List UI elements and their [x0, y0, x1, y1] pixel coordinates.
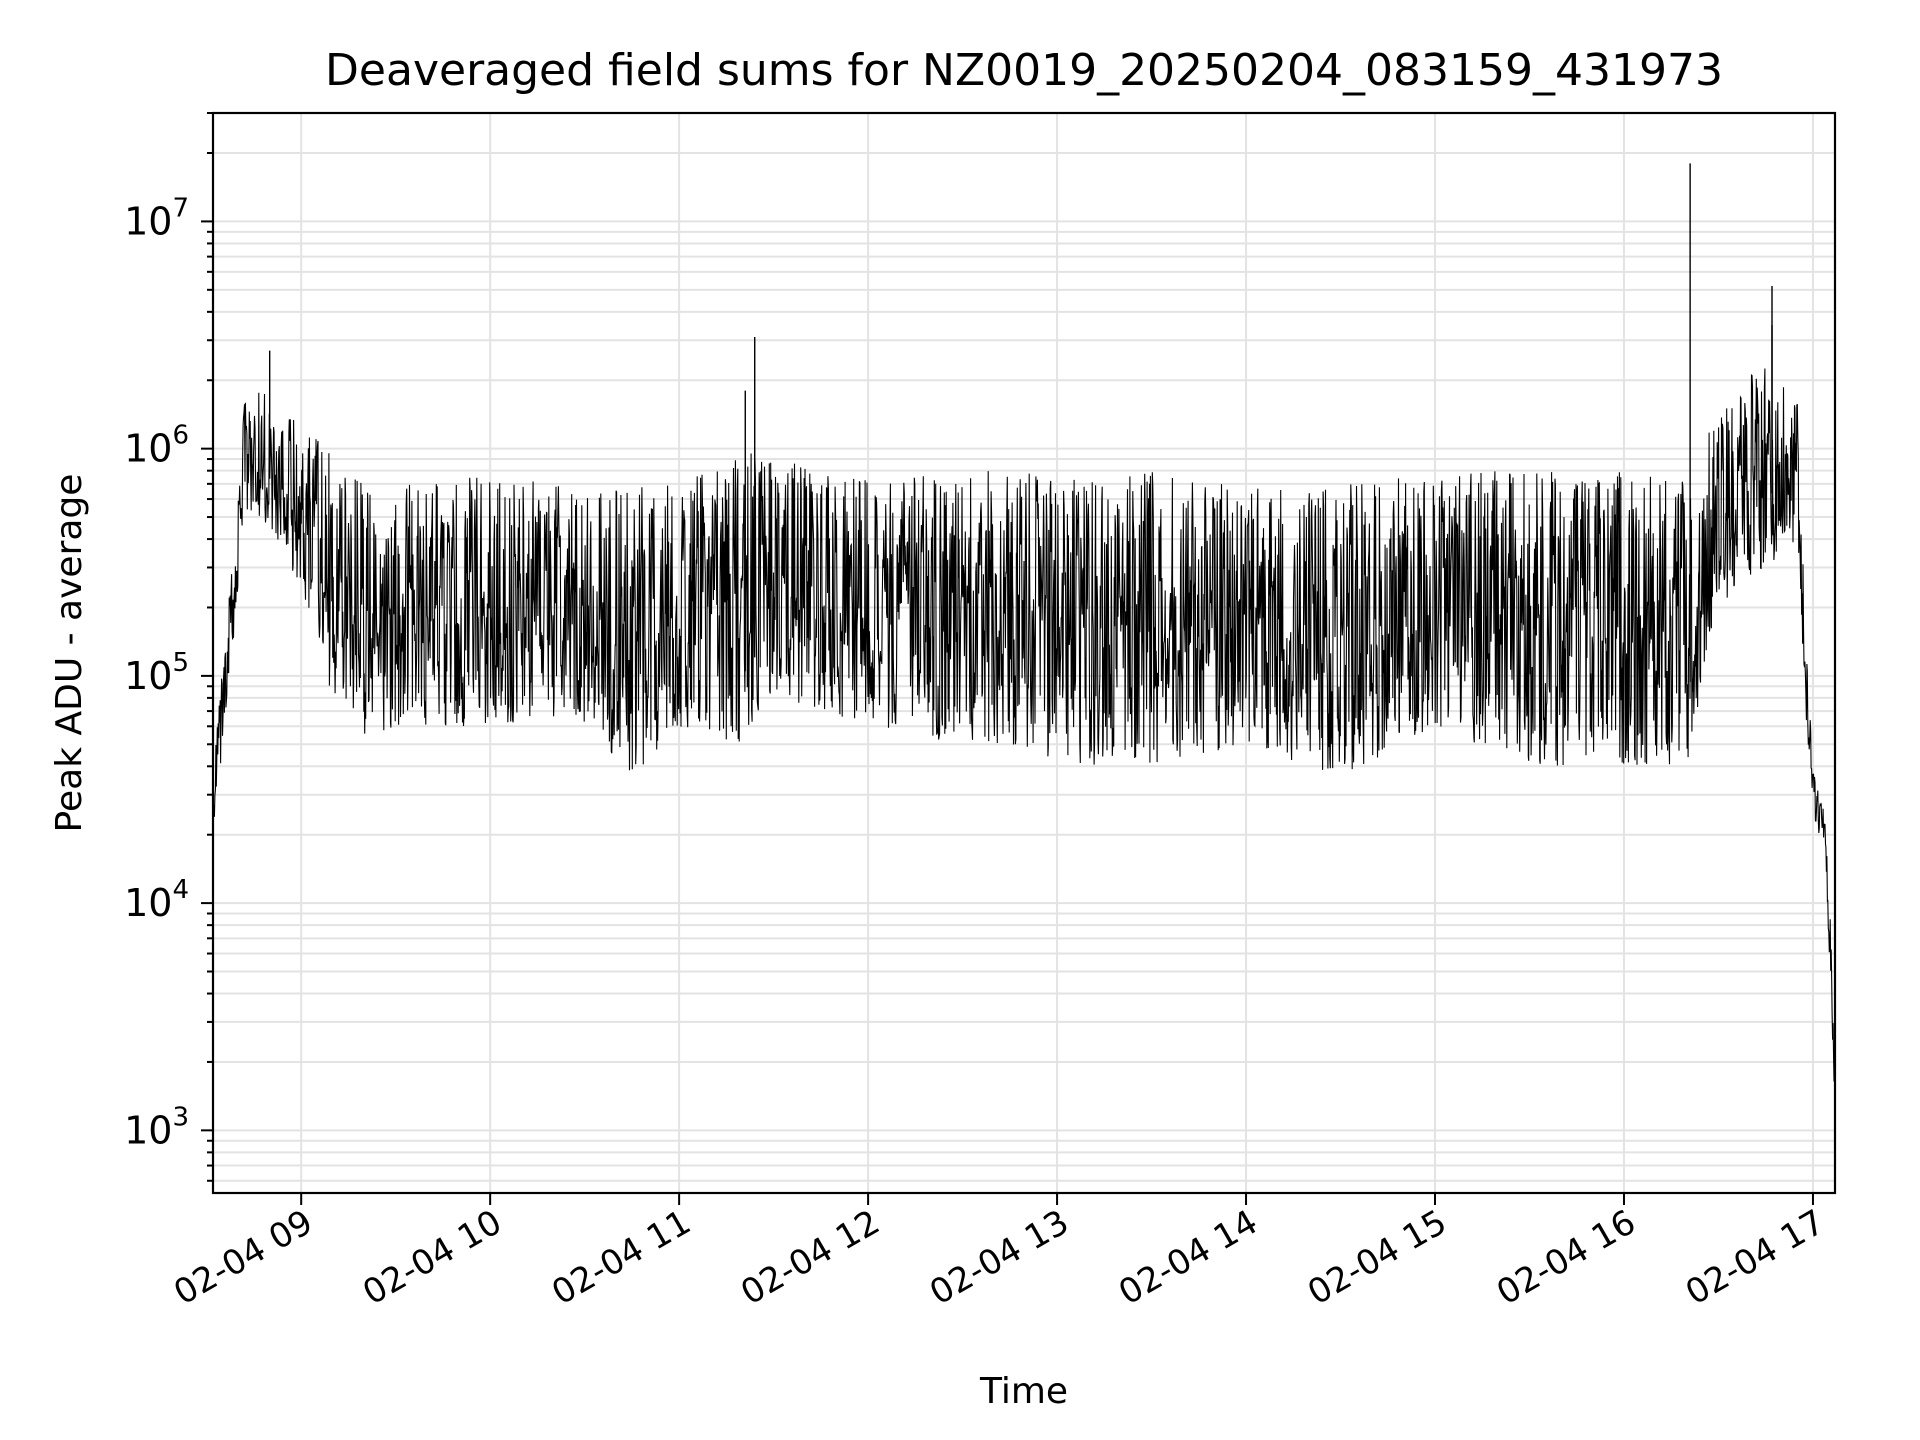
y-tick-label: 104: [124, 875, 189, 925]
chart-title: Deaveraged field sums for NZ0019_2025020…: [325, 45, 1723, 96]
axis-ticks: [201, 112, 1814, 1205]
y-tick-label: 105: [124, 648, 189, 698]
y-tick-label: 107: [124, 193, 189, 243]
y-tick-label: 106: [124, 421, 189, 471]
y-tick-labels: 103 104 105 106 107: [124, 193, 189, 1152]
y-tick-label: 103: [124, 1102, 189, 1152]
data-series: [212, 163, 1836, 1085]
x-axis-label: Time: [979, 1371, 1068, 1412]
series-line: [212, 368, 1836, 1085]
y-axis-label: Peak ADU - average: [49, 474, 90, 833]
plot-frame: [211, 111, 1837, 1195]
